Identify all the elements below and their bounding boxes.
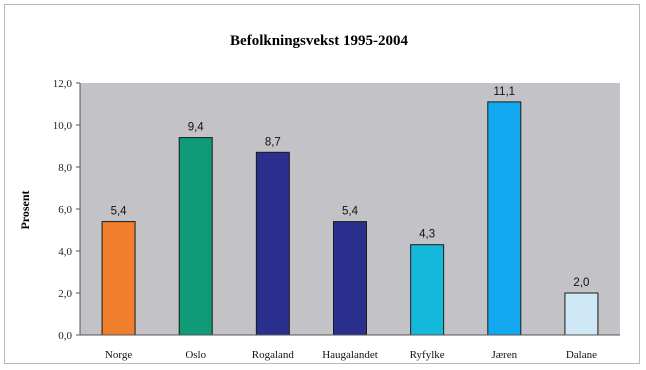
bar-haugalandet [333, 221, 367, 336]
bar-ryfylke [410, 244, 445, 336]
chart-title: Befolkningsvekst 1995-2004 [230, 33, 408, 49]
y-tick-label: 0,0 [58, 330, 72, 342]
y-tick-label: 10,0 [53, 120, 73, 132]
bar-chart: Befolkningsvekst 1995-2004 Prosent 0,0 2,… [18, 33, 620, 361]
y-tick-label: 2,0 [58, 288, 72, 300]
category-label: Dalane [566, 349, 597, 361]
y-axis-label: Prosent [18, 190, 32, 229]
data-label: 5,4 [342, 206, 359, 218]
category-label: Haugalandet [322, 349, 378, 361]
y-tick-label: 12,0 [53, 78, 73, 90]
y-tick-label: 4,0 [58, 246, 72, 258]
category-label: Ryfylke [410, 349, 445, 361]
y-tick-label: 8,0 [58, 162, 72, 174]
bar-jæren [487, 101, 522, 336]
data-label: 4,3 [419, 229, 435, 241]
data-label: 2,0 [573, 277, 589, 289]
data-label: 11,1 [494, 86, 516, 98]
data-label: 5,4 [111, 206, 128, 218]
y-tick-label: 6,0 [58, 204, 72, 216]
chart-frame: Befolkningsvekst 1995-2004 Prosent 0,0 2,… [4, 4, 640, 364]
category-label: Oslo [185, 349, 206, 361]
bar-norge [101, 221, 136, 336]
category-label: Norge [105, 349, 132, 361]
category-label: Rogaland [252, 349, 295, 361]
data-label: 8,7 [265, 136, 281, 148]
category-label: Jæren [491, 349, 517, 361]
bar-dalane [564, 292, 599, 336]
bar-rogaland [255, 151, 290, 336]
bar-oslo [178, 137, 213, 336]
data-label: 9,4 [188, 122, 205, 134]
